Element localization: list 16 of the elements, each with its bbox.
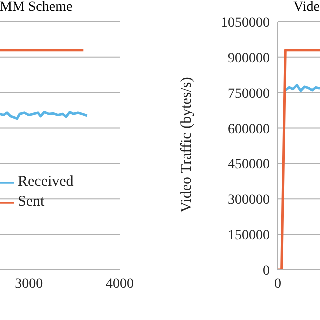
y-tick-label: 0 — [263, 264, 270, 279]
y-tick-label: 450000 — [228, 158, 270, 173]
y-tick-label: 300000 — [228, 193, 270, 208]
y-tick-label: 750000 — [228, 86, 270, 102]
y-tick-label: 1050000 — [221, 16, 270, 31]
chart-title: Vide — [292, 0, 320, 16]
chart-title: MM Scheme — [0, 0, 74, 16]
x-tick-label: 3000 — [15, 276, 44, 292]
legend-label: Received — [18, 174, 74, 190]
x-tick-label: 0 — [274, 276, 282, 292]
legend-label: Sent — [18, 194, 45, 210]
y-axis-title: Video Traffic (bytes/s) — [178, 76, 196, 215]
y-tick-label: 600000 — [228, 122, 270, 138]
y-tick-label: 900000 — [228, 51, 270, 66]
y-tick-label: 150000 — [228, 228, 270, 244]
x-tick-label: 4000 — [106, 276, 134, 292]
